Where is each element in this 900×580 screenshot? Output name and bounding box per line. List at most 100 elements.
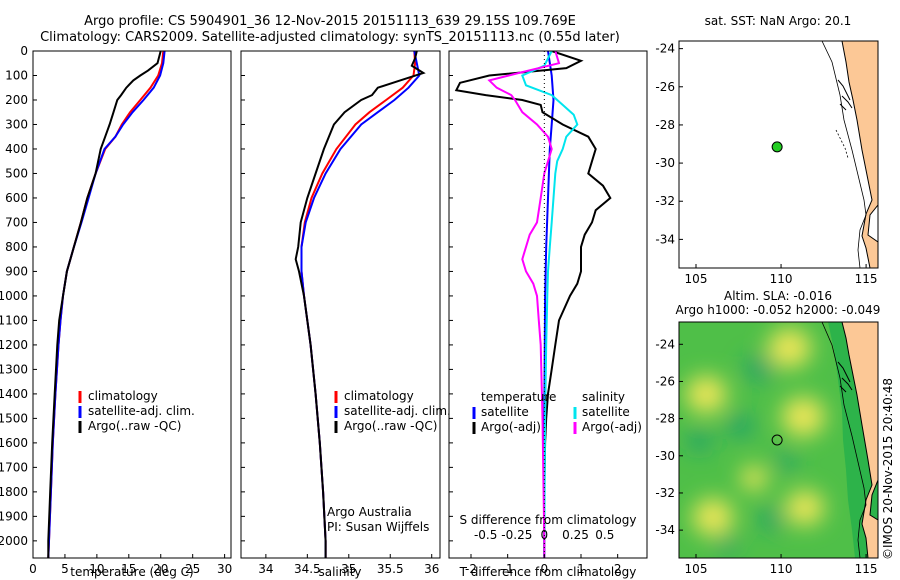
- y-tick-label: 1800: [0, 485, 28, 499]
- sla-map-bathymetry: [821, 322, 867, 558]
- top-tick-label: 0.5: [595, 528, 614, 542]
- x-tick-label: 25: [185, 562, 200, 576]
- y-tick-label: 700: [5, 215, 28, 229]
- y-tick-label: 100: [5, 68, 28, 82]
- difference-legend: temperaturesatelliteArgo(-adj)salinitysa…: [472, 390, 642, 434]
- y-tick-label: 1600: [0, 436, 28, 450]
- sla-high-5: [740, 465, 768, 491]
- legend-label: Argo(..raw -QC): [88, 419, 181, 433]
- x-tick-label: 34: [258, 562, 273, 576]
- sla-map-land: [841, 322, 878, 558]
- series-line-temperature-2: [47, 51, 162, 558]
- map-y-tick-label: -24: [655, 337, 675, 351]
- top-tick-label: 0: [541, 528, 549, 542]
- sla-high-3: [692, 498, 734, 536]
- top-tick-label: -0.5: [474, 528, 497, 542]
- series-line-salinity-2: [294, 51, 426, 558]
- sla-low-0: [743, 355, 775, 382]
- map-y-tick-label: -30: [655, 449, 675, 463]
- sla-high-1: [767, 328, 812, 368]
- temperature-lines: [47, 51, 166, 558]
- y-tick-label: 1500: [0, 411, 28, 425]
- map-y-tick-label: -34: [655, 523, 675, 537]
- y-tick-label: 1100: [0, 313, 28, 327]
- sla-map-frame: [678, 321, 879, 559]
- top-tick-label: -0.25: [501, 528, 532, 542]
- sla-map-title-line1: Altim. SLA: -0.016: [724, 289, 832, 303]
- map-y-tick-label: -28: [655, 412, 675, 426]
- sla-low-2: [725, 414, 755, 438]
- difference-panel: -2 -1 0 1 2 T difference from climatology S …: [448, 50, 648, 579]
- y-tick-label: 0: [20, 44, 28, 58]
- map-y-tick-label: -26: [655, 374, 675, 388]
- x-tick-label: 35: [341, 562, 356, 576]
- map-y-tick-label: -32: [655, 194, 675, 208]
- series-line-difference-1: [454, 51, 612, 558]
- y-tick-label: 1000: [0, 289, 28, 303]
- legend-label: satellite-adj. clim.: [88, 404, 195, 418]
- map-y-tick-label: -26: [655, 80, 675, 94]
- temperature-xlabel: temperature (deg C): [70, 565, 193, 579]
- x-tick-label: 10: [89, 562, 104, 576]
- map-x-tick-label: 105: [685, 272, 708, 286]
- sla-map-title-line2: Argo h1000: -0.052 h2000: -0.049: [676, 303, 881, 317]
- map-y-tick-label: -24: [655, 42, 675, 56]
- sla-low-1: [686, 430, 713, 452]
- x-tick-label: 5: [61, 562, 69, 576]
- legend-label: satellite-adj. clim.: [344, 404, 451, 418]
- x-tick-label: -2: [465, 562, 477, 576]
- sla-low-5: [715, 535, 738, 554]
- temperature-ticks: 0 5 10 15 20 25 30: [29, 554, 232, 576]
- x-tick-label: 30: [217, 562, 232, 576]
- legend-label: Argo(-adj): [481, 420, 541, 434]
- difference-lines: [454, 51, 612, 558]
- y-tick-label: 1300: [0, 362, 28, 376]
- legend-label: salinity: [582, 390, 625, 404]
- legend-label: climatology: [88, 389, 158, 403]
- salinity-lines: [294, 51, 426, 558]
- legend-label: satellite: [481, 405, 529, 419]
- map-y-tick-label: -32: [655, 486, 675, 500]
- sla-field: [685, 328, 825, 554]
- series-line-salinity-1: [300, 51, 421, 558]
- y-tick-label: 200: [5, 93, 28, 107]
- difference-ticks: -2 -1 0 1 2: [465, 554, 621, 576]
- sst-map-bathymetry: [821, 41, 867, 268]
- x-tick-label: 35.5: [377, 562, 404, 576]
- legend-label: Argo(-adj): [582, 420, 642, 434]
- figure-title-line2: Climatology: CARS2009. Satellite-adjuste…: [40, 30, 620, 45]
- sst-map-panel: sat. SST: NaN Argo: 20.1 105 110 115 -24 -26…: [655, 14, 879, 286]
- sla-map-profile-marker: [771, 434, 783, 446]
- imos-timestamp: ©IMOS 20-Nov-2015 20:40:48: [881, 377, 895, 560]
- sla-map-ticks: 105 110 115 -24 -26 -28 -30 -32 -34: [655, 337, 877, 576]
- sla-high-0: [685, 375, 727, 414]
- x-tick-label: 0: [29, 562, 37, 576]
- x-tick-label: -1: [502, 562, 514, 576]
- sla-map-panel: Altim. SLA: -0.016 Argo h1000: -0.052 h2…: [655, 289, 880, 576]
- series-line-difference-3: [487, 51, 561, 558]
- difference-top-label: S difference from climatology: [460, 513, 637, 527]
- y-tick-label: 1400: [0, 387, 28, 401]
- y-tick-label: 1700: [0, 460, 28, 474]
- sst-map-land: [841, 41, 878, 268]
- legend-label: Argo(..raw -QC): [344, 419, 437, 433]
- salinity-panel: 34 34.5 35 35.5 36 salinity climatologysatel…: [240, 50, 451, 579]
- salinity-xlabel: salinity: [318, 565, 361, 579]
- argo-australia-label: Argo Australia: [327, 505, 412, 519]
- sla-high-2: [781, 396, 825, 437]
- x-tick-label: 0: [541, 562, 549, 576]
- difference-axes-frame: [448, 50, 648, 559]
- difference-xlabel: T difference from climatology: [459, 565, 637, 579]
- map-y-tick-label: -34: [655, 232, 675, 246]
- map-x-tick-label: 115: [855, 272, 878, 286]
- sst-map-profile-marker: [771, 141, 783, 153]
- map-y-tick-label: -30: [655, 156, 675, 170]
- sla-map-content: [679, 322, 878, 558]
- sla-low-4: [775, 452, 798, 471]
- sst-map-title: sat. SST: NaN Argo: 20.1: [705, 14, 852, 28]
- map-x-tick-label: 110: [770, 272, 793, 286]
- y-tick-label: 300: [5, 117, 28, 131]
